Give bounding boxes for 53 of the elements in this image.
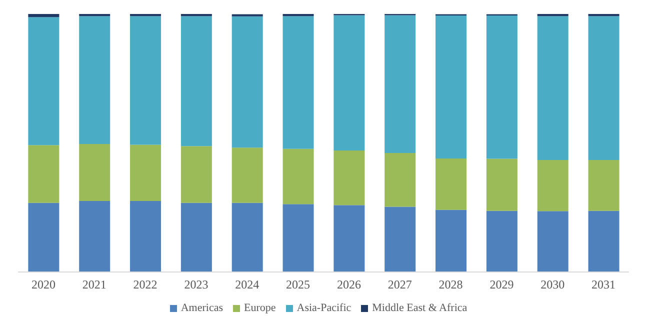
bar <box>282 16 314 149</box>
bar <box>384 206 416 272</box>
legend-label: Americas <box>180 302 223 314</box>
bar <box>180 146 212 203</box>
bar <box>334 205 365 272</box>
bar <box>79 16 110 144</box>
bar <box>537 211 568 272</box>
x-tick-label: 2029 <box>490 278 514 292</box>
x-tick-label: 2020 <box>31 278 56 292</box>
bar <box>130 201 162 272</box>
bar <box>537 16 568 160</box>
legend-label: Middle East & Africa <box>372 302 468 314</box>
bar <box>130 144 162 202</box>
bar <box>588 160 620 211</box>
bar <box>232 148 263 203</box>
bar <box>436 16 467 158</box>
bar <box>334 150 365 206</box>
bar <box>180 202 212 272</box>
bar <box>232 16 263 148</box>
x-tick-label: 2021 <box>82 278 106 292</box>
legend-label: Asia-Pacific <box>296 302 352 314</box>
bar <box>486 158 518 211</box>
bar <box>282 148 314 204</box>
legend-label: Europe <box>244 302 276 314</box>
x-tick-label: 2030 <box>540 278 565 292</box>
x-tick-label: 2028 <box>438 278 463 292</box>
bar <box>588 16 620 160</box>
bar <box>79 144 110 202</box>
bar <box>180 16 212 146</box>
bar <box>130 16 162 145</box>
bar <box>384 153 416 207</box>
bar <box>588 210 620 272</box>
bar <box>232 202 263 272</box>
x-tick-label: 2026 <box>336 278 361 292</box>
x-tick-label: 2024 <box>235 278 260 292</box>
bar <box>28 17 60 146</box>
bar <box>436 210 467 272</box>
bar <box>384 15 416 154</box>
bar <box>282 204 314 272</box>
bar <box>28 14 60 18</box>
bar <box>334 15 365 150</box>
bar <box>28 145 60 203</box>
x-tick-label: 2031 <box>592 278 616 292</box>
bar <box>28 202 60 272</box>
bar <box>436 158 467 210</box>
x-tick-label: 2025 <box>286 278 310 292</box>
bar <box>537 160 568 212</box>
bar <box>486 16 518 159</box>
x-tick-label: 2022 <box>133 278 158 292</box>
bar <box>79 201 110 272</box>
x-tick-label: 2027 <box>388 278 412 292</box>
bar <box>486 210 518 272</box>
x-tick-label: 2023 <box>184 278 208 292</box>
